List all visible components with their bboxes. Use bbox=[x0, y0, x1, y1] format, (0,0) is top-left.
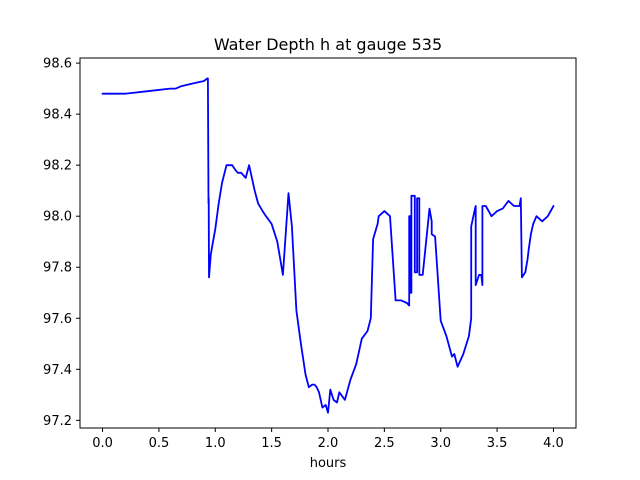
y-tick-label: 98.4 bbox=[43, 108, 72, 123]
water-depth-series-line bbox=[101, 77, 555, 414]
x-tick-label: 1.5 bbox=[261, 436, 282, 451]
x-tick-label: 1.0 bbox=[205, 436, 226, 451]
x-tick-label: 4.0 bbox=[543, 436, 564, 451]
y-tick-label: 97.2 bbox=[43, 414, 72, 429]
x-tick-label: 0.0 bbox=[92, 436, 113, 451]
plot-area-frame bbox=[79, 57, 577, 429]
y-tick-label: 98.6 bbox=[43, 57, 72, 72]
x-tick-label: 2.5 bbox=[374, 436, 395, 451]
y-axis-ticks: 97.2 97.4 97.6 97.8 98.0 98.2 98.4 98.6 bbox=[43, 57, 80, 429]
x-axis-label: hours bbox=[310, 456, 347, 471]
x-tick-label: 0.5 bbox=[149, 436, 170, 451]
y-tick-label: 97.6 bbox=[43, 312, 72, 327]
y-tick-label: 98.0 bbox=[43, 210, 72, 225]
chart-title: Water Depth h at gauge 535 bbox=[214, 35, 442, 54]
y-tick-label: 97.4 bbox=[43, 363, 72, 378]
y-tick-label: 97.8 bbox=[43, 261, 72, 276]
x-tick-label: 3.5 bbox=[487, 436, 508, 451]
x-tick-label: 3.0 bbox=[430, 436, 451, 451]
x-axis-ticks: 0.0 0.5 1.0 1.5 2.0 2.5 3.0 3.5 4.0 bbox=[92, 428, 564, 451]
x-tick-label: 2.0 bbox=[318, 436, 339, 451]
y-tick-label: 98.2 bbox=[43, 159, 72, 174]
